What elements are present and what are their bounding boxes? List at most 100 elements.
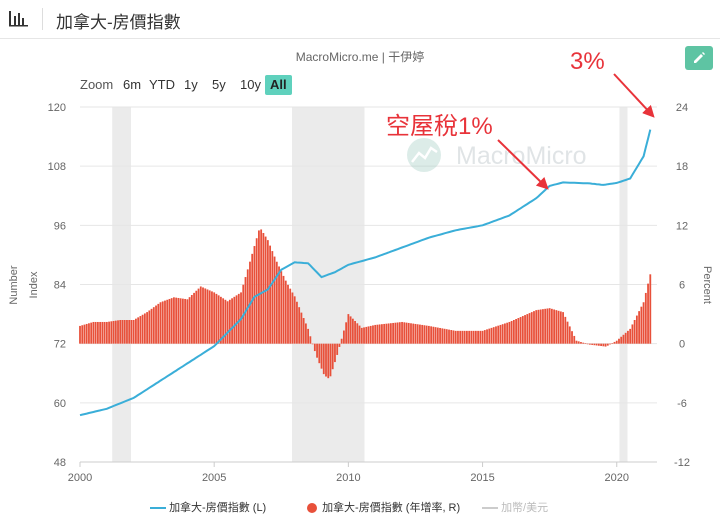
edit-button[interactable] (685, 46, 713, 70)
bar (139, 316, 142, 344)
bar (564, 316, 567, 344)
annotation-three-percent: 3% (570, 48, 605, 75)
bar (497, 325, 500, 344)
bar (101, 321, 104, 344)
bar (559, 311, 562, 344)
bar (474, 330, 477, 344)
bar (640, 306, 643, 344)
bar (403, 322, 406, 344)
bar (385, 323, 388, 344)
bar (504, 323, 506, 344)
bar (320, 343, 323, 369)
left-axis-title: Number (8, 265, 20, 304)
zoom-1y-button[interactable]: 1y (184, 77, 198, 92)
right-axis-tick-label: 6 (679, 280, 685, 292)
legend-item-bars[interactable]: 加拿大-房價指數 (年增率, R) (305, 497, 460, 519)
left-axis-tick-label: 120 (48, 102, 66, 114)
bar (311, 343, 314, 345)
bar (96, 321, 99, 344)
bar (273, 256, 276, 344)
right-axis-title: Percent (701, 266, 713, 304)
watermark-text: MacroMicro (456, 142, 587, 170)
bar (441, 328, 444, 344)
bar (85, 323, 88, 344)
bar (211, 291, 213, 344)
bar (155, 305, 157, 344)
bar (573, 335, 576, 344)
bar (121, 320, 124, 344)
bar (624, 332, 627, 344)
bar (128, 320, 131, 344)
bar (226, 301, 229, 344)
bar (635, 315, 638, 344)
bar (260, 229, 263, 344)
bar (633, 320, 636, 344)
bar (258, 230, 260, 344)
bar (322, 343, 325, 375)
bar (609, 343, 611, 345)
bar (638, 311, 641, 344)
zoom-5y-button[interactable]: 5y (212, 77, 226, 92)
right-axis-tick-label: 24 (676, 102, 688, 114)
bar (414, 323, 417, 344)
zoom-ytd-button[interactable]: YTD (149, 77, 175, 92)
bar (141, 314, 144, 344)
bar (394, 322, 397, 344)
bar (208, 290, 211, 344)
bar (401, 321, 403, 344)
page-title: 加拿大-房價指數 (56, 13, 181, 32)
legend-item-line[interactable]: 加拿大-房價指數 (L) (150, 497, 266, 519)
bar (179, 298, 182, 344)
bar (387, 323, 390, 344)
bar (434, 327, 437, 344)
bar (396, 322, 399, 344)
bar (472, 330, 475, 344)
bar (302, 318, 305, 344)
bar (307, 328, 310, 344)
bar (197, 288, 200, 344)
bar (483, 330, 486, 344)
bar (533, 311, 535, 344)
bar (271, 251, 274, 344)
bar (495, 326, 497, 344)
bar (479, 330, 482, 344)
bar (168, 298, 171, 344)
bar (345, 322, 348, 344)
bar (452, 330, 455, 344)
bar (262, 233, 265, 344)
bar (369, 325, 372, 344)
bar (539, 309, 542, 344)
zoom-6m-button[interactable]: 6m (123, 77, 142, 92)
bar (618, 338, 620, 344)
series-line (79, 129, 652, 417)
bar (173, 297, 175, 344)
bar (351, 318, 354, 344)
bar (365, 326, 368, 344)
bar (526, 314, 529, 344)
bar (537, 309, 540, 344)
bar (381, 324, 383, 344)
bar (188, 297, 191, 344)
bar (477, 330, 479, 344)
bar (461, 330, 464, 344)
bar (519, 317, 522, 344)
bar (161, 301, 164, 344)
zoom-10y-button[interactable]: 10y (240, 77, 261, 92)
bar (255, 238, 258, 344)
bar (88, 323, 90, 344)
bar (508, 321, 511, 344)
bar (108, 321, 110, 344)
legend-label-line: 加拿大-房價指數 (L) (169, 502, 267, 514)
watermark-logo-icon (411, 146, 438, 163)
bar (340, 338, 343, 344)
bar (501, 324, 504, 344)
legend-item-cad-usd[interactable]: 加幣/美元 (482, 497, 548, 519)
zoom-all-button[interactable]: All (265, 75, 292, 95)
bar (517, 318, 520, 344)
bar (416, 324, 419, 344)
bar (405, 322, 408, 344)
bar (457, 330, 459, 344)
bar (331, 343, 334, 370)
bar (117, 320, 119, 344)
bar (186, 299, 189, 344)
